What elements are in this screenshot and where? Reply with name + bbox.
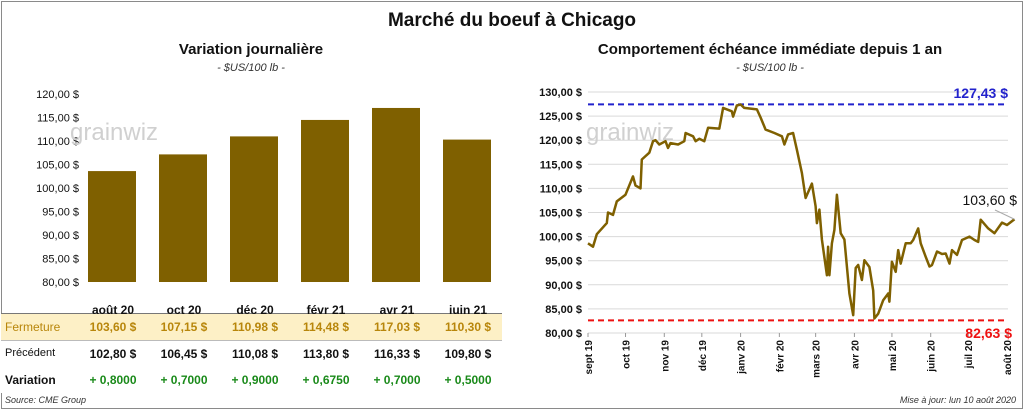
- table-cell: + 0,5000: [444, 373, 492, 387]
- y-tick-label: 105,00 $: [539, 208, 582, 220]
- x-tick-label: mars 20: [812, 340, 823, 378]
- y-tick-label: 130,00 $: [539, 87, 582, 99]
- column-header: avr 21: [379, 303, 415, 317]
- table-header-row: août 20 oct 20 déc 20 févr 21 avr 21 juin 21: [1, 297, 502, 317]
- table-cell: 110,98 $: [231, 320, 279, 334]
- source-note: Source: CME Group: [5, 395, 87, 405]
- column-header: déc 20: [236, 303, 274, 317]
- table-cell: + 0,7000: [160, 373, 208, 387]
- y-tick-label: 90,00 $: [545, 280, 582, 292]
- table-cell: 117,03 $: [373, 320, 421, 334]
- y-tick-label: 80,00 $: [42, 277, 79, 289]
- table-cell: 106,45 $: [160, 347, 208, 361]
- bar-août 20: [88, 171, 136, 282]
- bar-juin 21: [443, 139, 491, 282]
- x-tick-label: nov 19: [660, 340, 671, 372]
- y-tick-label: 80,00 $: [545, 328, 582, 340]
- column-header: oct 20: [166, 303, 202, 317]
- price-line: [587, 103, 1016, 320]
- watermark-logo: grainwiz: [70, 119, 158, 146]
- table-cell: 110,08 $: [231, 347, 279, 361]
- high-label: 127,43 $: [954, 85, 1009, 101]
- page-title: Marché du boeuf à Chicago: [387, 10, 637, 31]
- row-label: Fermeture: [5, 320, 61, 334]
- bar-déc 20: [230, 136, 278, 282]
- column-header: févr 21: [306, 303, 346, 317]
- table-cell: + 0,6750: [302, 373, 350, 387]
- y-tick-label: 95,00 $: [42, 207, 79, 219]
- update-note: Mise à jour: lun 10 août 2020: [899, 395, 1016, 405]
- x-tick-label: févr 20: [775, 340, 786, 373]
- y-tick-label: 115,00 $: [37, 113, 79, 125]
- y-tick-label: 120,00 $: [36, 89, 79, 101]
- y-tick-label: 85,00 $: [545, 304, 582, 316]
- last-value-label: 103,60 $: [963, 192, 1018, 208]
- table-cell: 116,33 $: [373, 347, 421, 361]
- x-tick-label: juil 20: [964, 340, 975, 370]
- y-tick-label: 115,00 $: [540, 159, 582, 171]
- table-cell: + 0,8000: [89, 373, 137, 387]
- bar-avr 21: [372, 107, 420, 282]
- table-row-variation: Variation + 0,8000 + 0,7000 + 0,9000 + 0,675…: [1, 367, 502, 393]
- x-tick-label: oct 19: [622, 340, 633, 369]
- y-tick-label: 110,00 $: [37, 136, 79, 148]
- table-cell: 113,80 $: [302, 347, 350, 361]
- table-row-fermeture: Fermeture 103,60 $ 107,15 $ 110,98 $ 114,48 …: [1, 314, 502, 340]
- y-tick-label: 100,00 $: [539, 232, 582, 244]
- last-label-leader: [994, 209, 1015, 220]
- table-cell: + 0,7000: [373, 373, 421, 387]
- row-label: Précédent: [5, 347, 56, 359]
- row-label: Variation: [5, 373, 56, 387]
- table-cell: 110,30 $: [444, 320, 492, 334]
- y-tick-label: 95,00 $: [545, 256, 582, 268]
- low-label: 82,63 $: [965, 325, 1012, 341]
- y-tick-label: 100,00 $: [36, 183, 79, 195]
- table-cell: + 0,9000: [231, 373, 279, 387]
- x-tick-label: avr 20: [850, 340, 861, 369]
- table-cell: 103,60 $: [89, 320, 137, 334]
- y-tick-label: 110,00 $: [540, 183, 582, 195]
- left-chart-unit: - $US/100 lb -: [217, 62, 285, 74]
- x-tick-label: août 20: [1003, 340, 1014, 375]
- table-cell: 114,48 $: [302, 320, 350, 334]
- y-tick-label: 125,00 $: [539, 111, 582, 123]
- left-chart-title: Variation journalière: [178, 41, 324, 58]
- x-tick-label: sept 19: [584, 340, 595, 375]
- y-tick-label: 85,00 $: [42, 254, 79, 266]
- bar-févr 21: [301, 119, 349, 282]
- table-row-precedent: Précédent 102,80 $ 106,45 $ 110,08 $ 113,80 …: [1, 340, 502, 368]
- x-tick-label: mai 20: [888, 340, 899, 372]
- table-cell: 102,80 $: [89, 347, 137, 361]
- bar-oct 20: [159, 154, 207, 282]
- column-header: juin 21: [448, 303, 487, 317]
- x-tick-label: juin 20: [927, 340, 938, 373]
- y-tick-label: 105,00 $: [36, 160, 79, 172]
- table-cell: 107,15 $: [160, 320, 208, 334]
- right-chart-title: Comportement échéance immédiate depuis 1…: [597, 41, 943, 58]
- table-cell: 109,80 $: [444, 347, 492, 361]
- y-tick-label: 90,00 $: [42, 230, 79, 242]
- column-header: août 20: [91, 303, 134, 317]
- x-tick-label: janv 20: [737, 340, 748, 375]
- x-tick-label: déc 19: [698, 340, 709, 372]
- watermark-logo: grainwiz: [586, 119, 674, 146]
- y-tick-label: 120,00 $: [539, 135, 582, 147]
- right-chart-unit: - $US/100 lb -: [736, 62, 804, 74]
